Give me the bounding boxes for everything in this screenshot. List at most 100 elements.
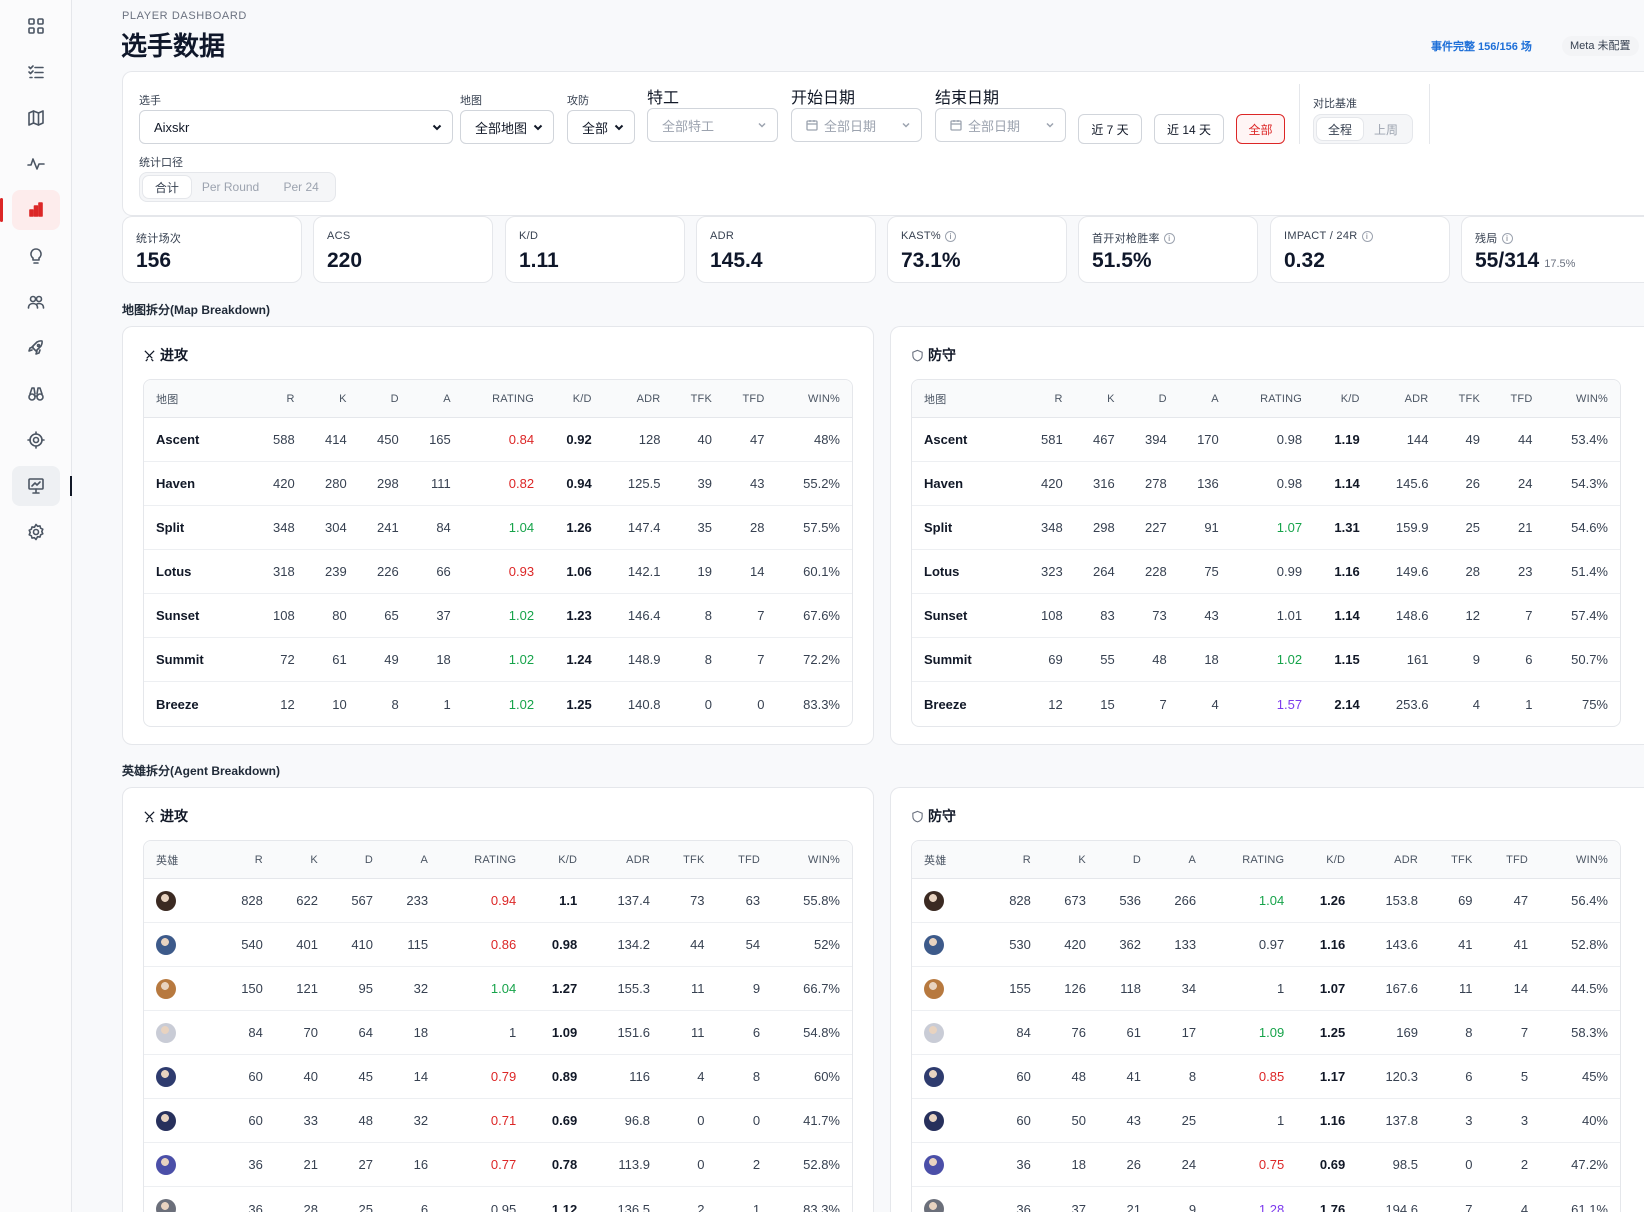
nav-insights[interactable] xyxy=(12,236,60,276)
range-7d-button[interactable]: 近 7 天 xyxy=(1078,114,1142,144)
table-row[interactable]: 84 76 61 17 1.09 1.25 169 8 7 58.3% xyxy=(912,1011,1620,1055)
range-14d-button[interactable]: 近 14 天 xyxy=(1154,114,1224,144)
table-row[interactable]: 60 50 43 25 1 1.16 137.8 3 3 40% xyxy=(912,1099,1620,1143)
table-row[interactable]: Haven 420 316 278 136 0.98 1.14 145.6 26 24 54.3% xyxy=(912,462,1620,506)
column-header[interactable]: ADR xyxy=(1371,380,1441,418)
baseline-option-all[interactable]: 全程 xyxy=(1317,118,1363,140)
column-header[interactable]: K/D xyxy=(1314,380,1372,418)
metric-option-total[interactable]: 合计 xyxy=(143,176,191,198)
nav-aim[interactable] xyxy=(12,420,60,460)
table-row[interactable]: Sunset 108 83 73 43 1.01 1.14 148.6 12 7 57.4% xyxy=(912,594,1620,638)
nav-dashboard[interactable] xyxy=(12,6,60,46)
nav-maps[interactable] xyxy=(12,98,60,138)
column-header[interactable]: RATING xyxy=(462,380,547,418)
column-header[interactable]: K xyxy=(306,380,359,418)
column-header[interactable]: WIN% xyxy=(776,380,852,418)
column-header[interactable]: WIN% xyxy=(1544,380,1620,418)
table-row[interactable]: 828 622 567 233 0.94 1.1 137.4 73 63 55.8% xyxy=(144,879,852,923)
column-header[interactable]: TFK xyxy=(1429,841,1485,879)
column-header[interactable]: K/D xyxy=(546,380,604,418)
column-header[interactable]: WIN% xyxy=(772,841,852,879)
nav-player-dashboard[interactable] xyxy=(12,466,72,506)
column-header[interactable]: ADR xyxy=(1357,841,1430,879)
column-header[interactable]: TFD xyxy=(716,841,773,879)
table-row[interactable]: 36 28 25 6 0.95 1.12 136.5 2 1 83.3% xyxy=(144,1187,852,1212)
table-row[interactable]: 60 33 48 32 0.71 0.69 96.8 0 0 41.7% xyxy=(144,1099,852,1143)
column-header[interactable]: K/D xyxy=(528,841,590,879)
column-header[interactable]: D xyxy=(1126,380,1179,418)
table-row[interactable]: 36 18 26 24 0.75 0.69 98.5 0 2 47.2% xyxy=(912,1143,1620,1187)
column-header[interactable]: 英雄 xyxy=(912,841,988,879)
nav-strategy[interactable] xyxy=(12,328,60,368)
table-row[interactable]: 36 37 21 9 1.28 1.76 194.6 7 4 61.1% xyxy=(912,1187,1620,1212)
info-icon[interactable]: i xyxy=(1361,230,1373,242)
column-header[interactable]: 地图 xyxy=(144,380,255,418)
column-header[interactable]: TFK xyxy=(672,380,724,418)
column-header[interactable]: TFD xyxy=(724,380,777,418)
column-header[interactable]: TFD xyxy=(1484,841,1541,879)
table-row[interactable]: Haven 420 280 298 111 0.82 0.94 125.5 39 43 55.2% xyxy=(144,462,852,506)
column-header[interactable]: A xyxy=(1178,380,1231,418)
table-row[interactable]: Lotus 323 264 228 75 0.99 1.16 149.6 28 23 51.4% xyxy=(912,550,1620,594)
table-row[interactable]: 828 673 536 266 1.04 1.26 153.8 69 47 56.4% xyxy=(912,879,1620,923)
table-row[interactable]: Summit 69 55 48 18 1.02 1.15 161 9 6 50.7% xyxy=(912,638,1620,682)
column-header[interactable]: ADR xyxy=(589,841,662,879)
table-row[interactable]: 150 121 95 32 1.04 1.27 155.3 11 9 66.7% xyxy=(144,967,852,1011)
table-row[interactable]: 540 401 410 115 0.86 0.98 134.2 44 54 52% xyxy=(144,923,852,967)
table-row[interactable]: Ascent 581 467 394 170 0.98 1.19 144 49 44 53.4% xyxy=(912,418,1620,462)
column-header[interactable]: D xyxy=(1097,841,1154,879)
nav-player-stats[interactable] xyxy=(0,190,60,230)
nav-settings[interactable] xyxy=(12,512,60,552)
range-all-button[interactable]: 全部 xyxy=(1236,114,1285,144)
player-select[interactable]: Aixskr xyxy=(139,110,453,144)
column-header[interactable]: RATING xyxy=(1230,380,1315,418)
table-row[interactable]: Breeze 12 10 8 1 1.02 1.25 140.8 0 0 83.3% xyxy=(144,682,852,726)
table-row[interactable]: Summit 72 61 49 18 1.02 1.24 148.9 8 7 72.2% xyxy=(144,638,852,682)
table-row[interactable]: Split 348 304 241 84 1.04 1.26 147.4 35 28 57.5% xyxy=(144,506,852,550)
info-icon[interactable]: i xyxy=(1501,232,1513,244)
table-row[interactable]: 530 420 362 133 0.97 1.16 143.6 41 41 52.8% xyxy=(912,923,1620,967)
table-row[interactable]: Ascent 588 414 450 165 0.84 0.92 128 40 47 48% xyxy=(144,418,852,462)
table-row[interactable]: 84 70 64 18 1 1.09 151.6 11 6 54.8% xyxy=(144,1011,852,1055)
nav-checklist[interactable] xyxy=(12,52,60,92)
column-header[interactable]: K xyxy=(1074,380,1127,418)
nav-scouting[interactable] xyxy=(12,374,60,414)
column-header[interactable]: R xyxy=(987,841,1043,879)
column-header[interactable]: A xyxy=(385,841,441,879)
agent-select[interactable]: 全部特工 xyxy=(647,108,778,142)
table-row[interactable]: Split 348 298 227 91 1.07 1.31 159.9 25 21 54.6% xyxy=(912,506,1620,550)
column-header[interactable]: A xyxy=(1153,841,1209,879)
column-header[interactable]: RATING xyxy=(1208,841,1297,879)
column-header[interactable]: RATING xyxy=(440,841,529,879)
info-icon[interactable]: i xyxy=(1163,232,1175,244)
nav-team[interactable] xyxy=(12,282,60,322)
metric-option-per-24[interactable]: Per 24 xyxy=(283,180,319,194)
column-header[interactable]: D xyxy=(358,380,411,418)
column-header[interactable]: K xyxy=(274,841,330,879)
table-row[interactable]: Breeze 12 15 7 4 1.57 2.14 253.6 4 1 75% xyxy=(912,682,1620,726)
column-header[interactable]: TFK xyxy=(1440,380,1492,418)
end-date-picker[interactable]: 全部日期 xyxy=(935,108,1066,142)
column-header[interactable]: A xyxy=(410,380,463,418)
column-header[interactable]: R xyxy=(1022,380,1075,418)
column-header[interactable]: K xyxy=(1042,841,1098,879)
side-select[interactable]: 全部 xyxy=(567,110,635,144)
column-header[interactable]: TFK xyxy=(661,841,717,879)
column-header[interactable]: ADR xyxy=(603,380,673,418)
nav-activity[interactable] xyxy=(12,144,60,184)
table-row[interactable]: 155 126 118 34 1 1.07 167.6 11 14 44.5% xyxy=(912,967,1620,1011)
table-row[interactable]: 36 21 27 16 0.77 0.78 113.9 0 2 52.8% xyxy=(144,1143,852,1187)
column-header[interactable]: 英雄 xyxy=(144,841,220,879)
column-header[interactable]: R xyxy=(254,380,307,418)
start-date-picker[interactable]: 全部日期 xyxy=(791,108,922,142)
table-row[interactable]: 60 48 41 8 0.85 1.17 120.3 6 5 45% xyxy=(912,1055,1620,1099)
column-header[interactable]: WIN% xyxy=(1540,841,1620,879)
column-header[interactable]: 地图 xyxy=(912,380,1023,418)
metric-option-per-round[interactable]: Per Round xyxy=(201,180,260,194)
info-icon[interactable]: i xyxy=(945,230,957,242)
table-row[interactable]: 60 40 45 14 0.79 0.89 116 4 8 60% xyxy=(144,1055,852,1099)
column-header[interactable]: K/D xyxy=(1296,841,1358,879)
table-row[interactable]: Lotus 318 239 226 66 0.93 1.06 142.1 19 14 60.1% xyxy=(144,550,852,594)
column-header[interactable]: TFD xyxy=(1492,380,1545,418)
column-header[interactable]: D xyxy=(329,841,386,879)
